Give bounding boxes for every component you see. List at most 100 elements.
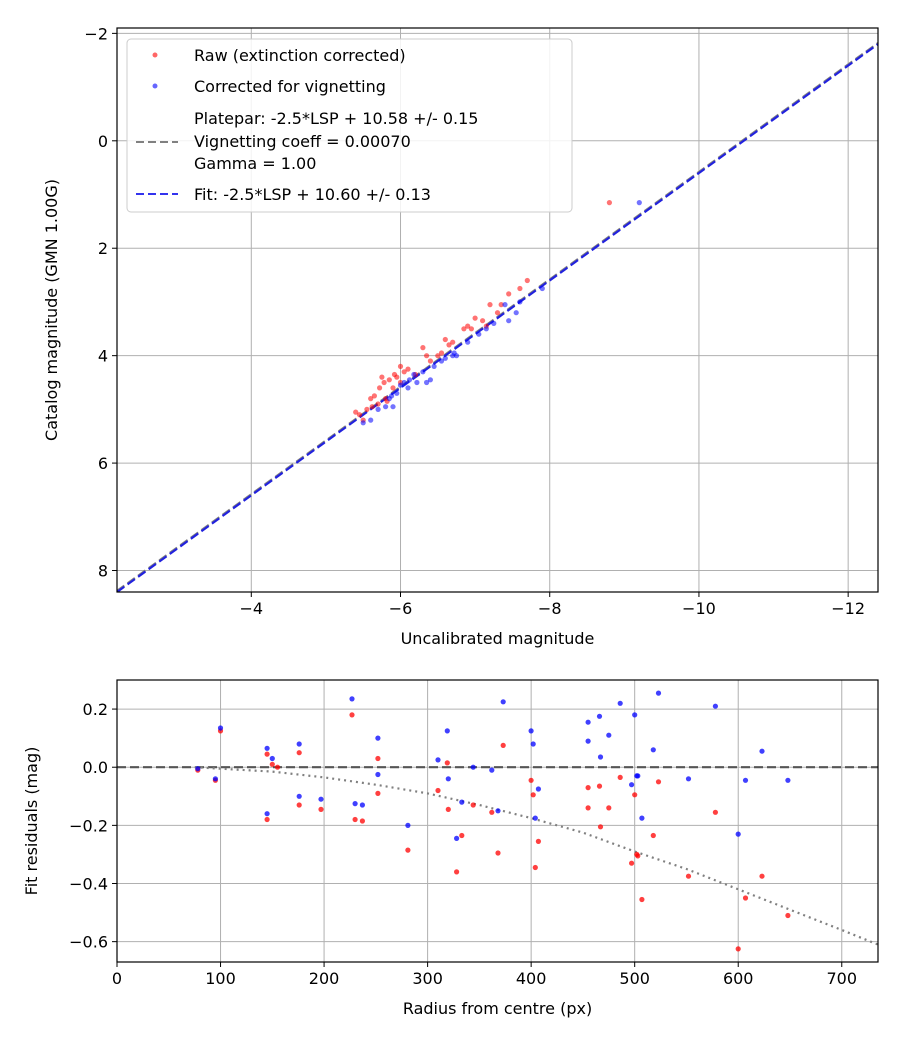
data-point <box>528 728 534 734</box>
x-tick-label: −4 <box>239 599 263 618</box>
x-tick-label: 300 <box>412 969 443 988</box>
data-point <box>349 712 355 718</box>
data-point <box>487 302 493 308</box>
data-point <box>632 792 638 798</box>
bottom-y-axis-label: Fit residuals (mag) <box>22 747 41 896</box>
data-point <box>427 377 433 383</box>
data-point <box>639 896 645 903</box>
data-point <box>491 320 497 326</box>
data-point <box>424 353 430 359</box>
data-point <box>375 735 381 741</box>
data-point <box>480 318 486 324</box>
data-point <box>435 353 441 359</box>
data-point <box>513 310 519 316</box>
data-point <box>420 369 426 375</box>
data-point <box>368 417 374 423</box>
data-point <box>498 302 504 308</box>
data-point <box>427 358 433 364</box>
data-point <box>530 792 536 798</box>
data-point <box>269 755 275 762</box>
data-point <box>296 741 302 747</box>
top-fit-lines <box>117 42 878 592</box>
legend-platepar-line-1: Platepar: -2.5*LSP + 10.58 +/- 0.15 <box>194 109 478 128</box>
data-point <box>530 741 536 747</box>
data-point <box>442 336 448 343</box>
legend-raw-marker <box>152 52 158 58</box>
data-point <box>535 786 542 792</box>
data-point <box>364 406 370 412</box>
data-point <box>500 742 506 749</box>
legend-platepar-line-2: Vignetting coeff = 0.00070 <box>194 132 411 151</box>
x-tick-label: −6 <box>389 599 413 618</box>
data-point <box>405 822 411 829</box>
data-point <box>539 285 545 292</box>
data-point <box>483 326 489 332</box>
data-point <box>356 412 363 418</box>
data-point <box>532 864 538 871</box>
data-point <box>375 406 381 412</box>
data-point <box>389 393 395 399</box>
series-line <box>194 766 878 946</box>
y-tick-label: 6 <box>98 454 108 473</box>
data-point <box>390 385 396 391</box>
data-point <box>352 801 358 807</box>
data-point <box>269 761 275 767</box>
data-point <box>712 809 719 815</box>
data-point <box>742 895 749 901</box>
x-tick-label: 200 <box>309 969 340 988</box>
data-point <box>585 805 591 811</box>
data-point <box>495 808 501 814</box>
data-point <box>632 712 638 718</box>
data-point <box>442 355 448 361</box>
data-point <box>195 766 201 772</box>
data-point <box>375 771 381 778</box>
x-tick-label: −10 <box>682 599 716 618</box>
data-point <box>405 385 411 391</box>
data-point <box>617 774 623 781</box>
top-chart: −4 −6 −8 −10 −12 −2 0 2 4 6 8 Uncalibrated magnitu… <box>42 24 879 648</box>
data-point <box>375 401 381 407</box>
data-point <box>394 390 400 396</box>
data-point <box>274 764 281 770</box>
x-tick-label: 600 <box>723 969 754 988</box>
y-tick-label: 4 <box>98 347 108 366</box>
data-point <box>585 785 591 791</box>
data-point <box>459 799 465 805</box>
data-point <box>397 363 404 369</box>
legend: Raw (extinction corrected) Corrected for… <box>126 38 573 213</box>
top-plot-frame <box>116 27 879 593</box>
data-point <box>383 404 389 410</box>
data-point <box>650 747 656 753</box>
legend-raw-label: Raw (extinction corrected) <box>194 46 406 65</box>
y-tick-label: −0.6 <box>69 933 108 952</box>
data-point <box>318 806 324 813</box>
data-point <box>386 377 392 383</box>
top-y-axis-label: Catalog magnitude (GMN 1.00G) <box>42 179 61 441</box>
data-point <box>371 393 377 399</box>
x-tick-label: 100 <box>205 969 236 988</box>
data-point <box>435 787 441 794</box>
data-point <box>368 396 374 402</box>
x-tick-label: 0 <box>112 969 122 988</box>
data-point <box>390 404 396 410</box>
data-point <box>377 385 383 391</box>
data-point <box>735 831 741 837</box>
data-point <box>379 374 385 380</box>
top-ticks: −4 −6 −8 −10 −12 −2 0 2 4 6 8 <box>84 24 865 618</box>
data-point <box>597 824 604 830</box>
legend-box <box>126 38 573 213</box>
data-point <box>465 323 471 329</box>
data-point <box>369 404 375 410</box>
data-point <box>406 377 413 383</box>
data-point <box>785 912 791 919</box>
data-point <box>517 285 523 292</box>
bottom-grid <box>116 680 878 962</box>
data-point <box>411 371 417 378</box>
data-point <box>352 816 358 823</box>
data-point <box>444 728 450 734</box>
data-point <box>470 802 476 808</box>
x-tick-label: −8 <box>538 599 562 618</box>
data-point <box>394 374 400 380</box>
data-point <box>454 869 460 875</box>
data-point <box>535 838 542 845</box>
